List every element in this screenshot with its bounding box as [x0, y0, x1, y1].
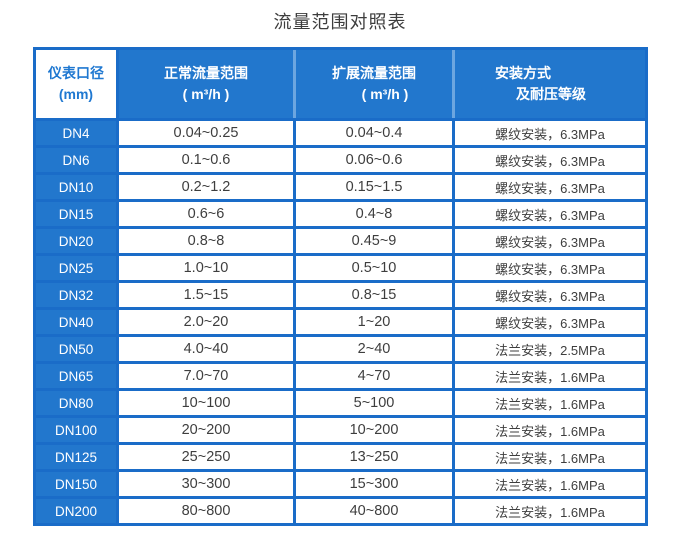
cell-extended-flow: 0.4~8 [296, 202, 452, 226]
header-diameter-line1: 仪表口径 [48, 65, 104, 81]
cell-diameter: DN40 [36, 310, 116, 334]
cell-diameter: DN50 [36, 337, 116, 361]
cell-installation: 螺纹安装，6.3MPa [455, 202, 645, 226]
cell-extended-flow: 1~20 [296, 310, 452, 334]
cell-extended-flow: 13~250 [296, 445, 452, 469]
flow-range-table: 仪表口径 (mm) 正常流量范围 ( m³/h ) 扩展流量范围 ( m³/h … [33, 47, 648, 526]
cell-diameter: DN15 [36, 202, 116, 226]
cell-extended-flow: 0.8~15 [296, 283, 452, 307]
cell-extended-flow: 0.5~10 [296, 256, 452, 280]
cell-installation: 螺纹安装，6.3MPa [455, 283, 645, 307]
cell-diameter: DN4 [36, 121, 116, 145]
cell-extended-flow: 15~300 [296, 472, 452, 496]
cell-diameter: DN10 [36, 175, 116, 199]
cell-diameter: DN80 [36, 391, 116, 415]
cell-diameter: DN25 [36, 256, 116, 280]
cell-extended-flow: 10~200 [296, 418, 452, 442]
cell-installation: 法兰安装，1.6MPa [455, 418, 645, 442]
cell-normal-flow: 1.0~10 [119, 256, 293, 280]
cell-normal-flow: 20~200 [119, 418, 293, 442]
page-title: 流量范围对照表 [273, 12, 407, 32]
cell-diameter: DN20 [36, 229, 116, 253]
cell-installation: 法兰安装，2.5MPa [455, 337, 645, 361]
cell-installation: 螺纹安装，6.3MPa [455, 310, 645, 334]
cell-installation: 螺纹安装，6.3MPa [455, 121, 645, 145]
cell-installation: 法兰安装，1.6MPa [455, 445, 645, 469]
cell-diameter: DN6 [36, 148, 116, 172]
cell-diameter: DN65 [36, 364, 116, 388]
cell-installation: 螺纹安装，6.3MPa [455, 256, 645, 280]
cell-installation: 螺纹安装，6.3MPa [455, 229, 645, 253]
cell-extended-flow: 0.45~9 [296, 229, 452, 253]
cell-extended-flow: 0.15~1.5 [296, 175, 452, 199]
cell-extended-flow: 0.06~0.6 [296, 148, 452, 172]
cell-normal-flow: 80~800 [119, 499, 293, 523]
cell-extended-flow: 4~70 [296, 364, 452, 388]
cell-installation: 螺纹安装，6.3MPa [455, 148, 645, 172]
cell-normal-flow: 25~250 [119, 445, 293, 469]
header-normal-flow-line2: ( m³/h ) [182, 86, 230, 102]
cell-installation: 法兰安装，1.6MPa [455, 364, 645, 388]
header-extended-flow-line2: ( m³/h ) [361, 86, 409, 102]
cell-normal-flow: 30~300 [119, 472, 293, 496]
header-cell-installation: 安装方式 及耐压等级 [455, 50, 645, 118]
cell-installation: 法兰安装，1.6MPa [455, 472, 645, 496]
header-cell-normal-flow: 正常流量范围 ( m³/h ) [119, 50, 293, 118]
header-installation-line1: 安装方式 [495, 65, 551, 81]
cell-installation: 螺纹安装，6.3MPa [455, 175, 645, 199]
cell-normal-flow: 7.0~70 [119, 364, 293, 388]
cell-normal-flow: 1.5~15 [119, 283, 293, 307]
cell-diameter: DN125 [36, 445, 116, 469]
cell-normal-flow: 0.2~1.2 [119, 175, 293, 199]
header-diameter-line2: (mm) [58, 86, 94, 102]
cell-diameter: DN150 [36, 472, 116, 496]
cell-normal-flow: 4.0~40 [119, 337, 293, 361]
cell-normal-flow: 10~100 [119, 391, 293, 415]
header-installation-line2: 及耐压等级 [516, 86, 586, 102]
cell-normal-flow: 0.6~6 [119, 202, 293, 226]
cell-normal-flow: 0.04~0.25 [119, 121, 293, 145]
cell-diameter: DN200 [36, 499, 116, 523]
header-cell-extended-flow: 扩展流量范围 ( m³/h ) [296, 50, 452, 118]
cell-normal-flow: 0.1~0.6 [119, 148, 293, 172]
cell-installation: 法兰安装，1.6MPa [455, 391, 645, 415]
cell-extended-flow: 5~100 [296, 391, 452, 415]
cell-installation: 法兰安装，1.6MPa [455, 499, 645, 523]
cell-extended-flow: 0.04~0.4 [296, 121, 452, 145]
cell-normal-flow: 0.8~8 [119, 229, 293, 253]
header-normal-flow-line1: 正常流量范围 [164, 65, 248, 81]
cell-diameter: DN100 [36, 418, 116, 442]
cell-extended-flow: 40~800 [296, 499, 452, 523]
cell-extended-flow: 2~40 [296, 337, 452, 361]
cell-diameter: DN32 [36, 283, 116, 307]
header-extended-flow-line1: 扩展流量范围 [332, 65, 416, 81]
header-cell-diameter: 仪表口径 (mm) [36, 50, 116, 118]
cell-normal-flow: 2.0~20 [119, 310, 293, 334]
